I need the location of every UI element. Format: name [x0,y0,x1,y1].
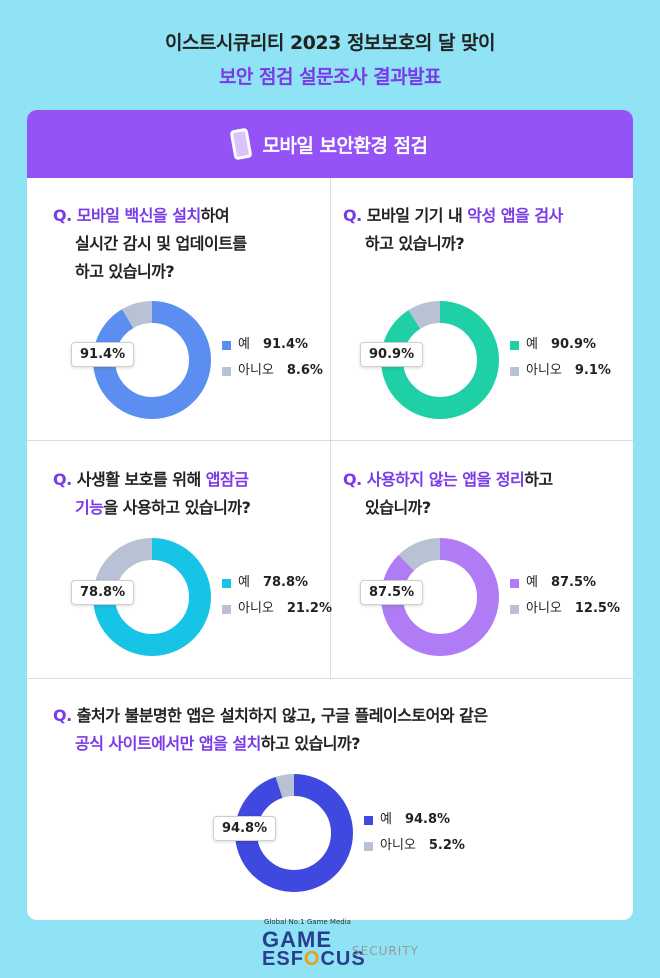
legend-swatch [510,366,519,376]
legend-item-no: 아니오 9.1% [510,358,611,384]
callout-label: 91.4% [71,342,135,367]
legend-swatch [364,815,373,825]
donut-slice-no [93,301,211,419]
legend-swatch [364,841,373,851]
legend-item-no: 아니오 21.2% [222,596,332,622]
question-2: Q. 모바일 기기 내 악성 앱을 검사 하고 있습니까? [343,206,563,253]
legend-item-no: 아니오 12.5% [510,596,620,622]
legend-1: 예 91.4% 아니오 8.6% [222,332,323,384]
question-4: Q. 사용하지 않는 앱을 정리하고 있습니까? [343,470,553,517]
legend-item-yes: 예 91.4% [222,332,323,358]
footer-tagline: Global No.1 Game Media [264,918,351,926]
question-1: Q. 모바일 백신을 설치하여 실시간 감시 및 업데이트를 하고 있습니까? [53,206,247,281]
legend-swatch [510,340,519,350]
footer-faint-text: SECURITY [352,944,419,958]
divider [27,678,633,679]
card-header: 모바일 보안환경 점검 [27,110,633,178]
legend-swatch [222,578,231,588]
legend-item-yes: 예 94.8% [364,807,465,833]
survey-card: 모바일 보안환경 점검 Q. 모바일 백신을 설치하여 실시간 감시 및 업데이… [27,110,633,920]
page-subtitle: 보안 점검 설문조사 결과발표 [218,66,442,88]
divider [27,440,633,441]
legend-item-no: 아니오 8.6% [222,358,323,384]
legend-item-yes: 예 78.8% [222,570,332,596]
divider [330,178,331,440]
legend-2: 예 90.9% 아니오 9.1% [510,332,611,384]
callout-label: 78.8% [71,580,135,605]
card-title: 모바일 보안환경 점검 [262,134,428,157]
question-3: Q. 사생활 보호를 위해 앱잠금 기능을 사용하고 있습니까? [53,470,251,517]
legend-item-no: 아니오 5.2% [364,833,465,859]
donut-slice-no [381,301,499,419]
donut-slice-no [381,538,499,656]
legend-item-yes: 예 87.5% [510,570,620,596]
callout-label: 90.9% [360,342,424,367]
legend-swatch [222,604,231,614]
legend-item-yes: 예 90.9% [510,332,611,358]
donut-slice-no [93,538,211,656]
footer-logo: GAME [262,927,332,952]
donut-slice-no [235,774,353,892]
legend-3: 예 78.8% 아니오 21.2% [222,570,332,622]
question-5: Q. 출처가 불분명한 앱은 설치하지 않고, 구글 플레이스토어와 같은 공식… [53,706,488,753]
callout-label: 94.8% [213,816,277,841]
page-title: 이스트시큐리티 2023 정보보호의 달 맞이 [164,32,496,54]
phone-icon [230,127,253,161]
legend-swatch [510,604,519,614]
divider [330,441,331,678]
legend-swatch [510,578,519,588]
footer-logo-bottom: ESFOCUS [262,948,366,970]
legend-swatch [222,366,231,376]
legend-swatch [222,340,231,350]
legend-4: 예 87.5% 아니오 12.5% [510,570,620,622]
legend-5: 예 94.8% 아니오 5.2% [364,807,465,859]
callout-label: 87.5% [360,580,424,605]
